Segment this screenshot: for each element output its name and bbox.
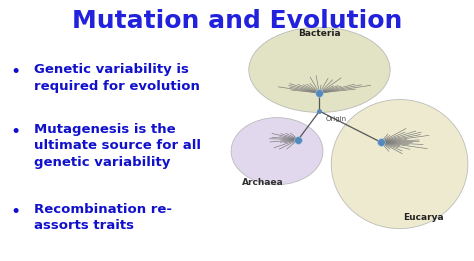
Text: Eucarya: Eucarya bbox=[403, 213, 444, 222]
Text: Origin: Origin bbox=[326, 116, 346, 122]
Ellipse shape bbox=[249, 27, 390, 112]
Text: •: • bbox=[11, 63, 21, 81]
Ellipse shape bbox=[231, 118, 323, 185]
Text: Archaea: Archaea bbox=[242, 178, 284, 187]
Text: •: • bbox=[11, 203, 21, 221]
Text: Genetic variability is
required for evolution: Genetic variability is required for evol… bbox=[35, 63, 200, 93]
Text: •: • bbox=[11, 123, 21, 141]
Text: Mutation and Evolution: Mutation and Evolution bbox=[72, 9, 402, 33]
Text: Bacteria: Bacteria bbox=[298, 28, 341, 38]
Text: Recombination re-
assorts traits: Recombination re- assorts traits bbox=[35, 203, 173, 232]
Ellipse shape bbox=[331, 99, 468, 229]
Text: Mutagenesis is the
ultimate source for all
genetic variability: Mutagenesis is the ultimate source for a… bbox=[35, 123, 201, 169]
